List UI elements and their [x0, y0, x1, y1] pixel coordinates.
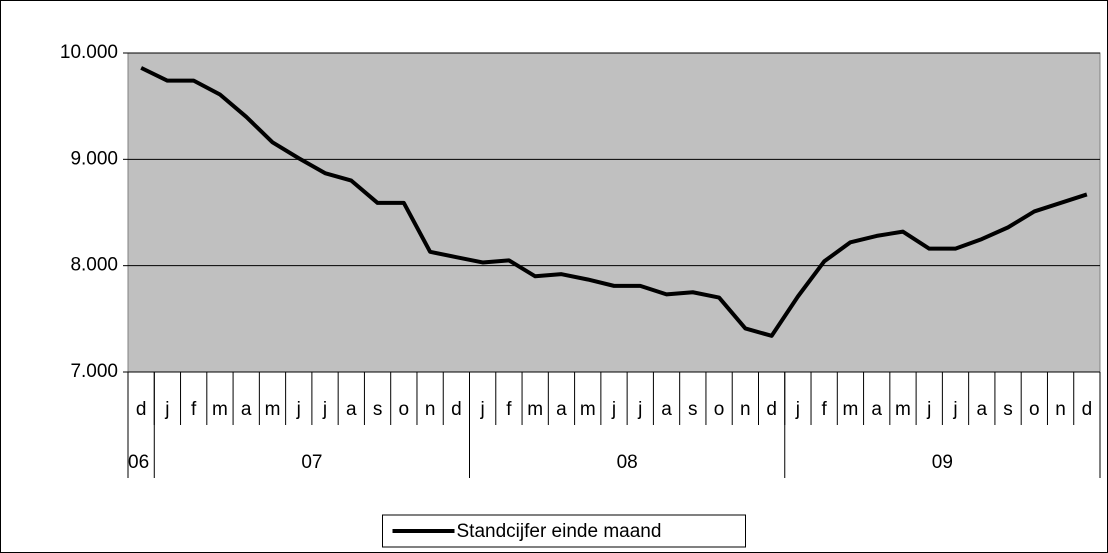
y-tick-label: 10.000 — [60, 42, 118, 63]
x-tick-label: n — [425, 399, 436, 420]
x-tick-label: j — [926, 399, 931, 420]
x-tick-label: m — [527, 399, 543, 420]
plot-area — [127, 52, 1101, 373]
x-tick-label: j — [637, 399, 642, 420]
x-tick-label: f — [506, 399, 512, 420]
x-tick-label: o — [399, 399, 410, 420]
y-tick-label: 9.000 — [70, 148, 118, 169]
x-tick-label: s — [1003, 399, 1013, 420]
x-tick-label: a — [871, 399, 882, 420]
x-tick-label: d — [1082, 399, 1093, 420]
x-tick-label: a — [976, 399, 987, 420]
x-tick-label: m — [212, 399, 228, 420]
x-tick-label: a — [661, 399, 672, 420]
x-tick-label: s — [373, 399, 383, 420]
x-tick-label: j — [164, 399, 169, 420]
x-tick-label: m — [843, 399, 859, 420]
x-tick-label: o — [714, 399, 725, 420]
x-tick-label: j — [296, 399, 301, 420]
group-label: 07 — [301, 452, 322, 473]
group-label: 09 — [932, 452, 953, 473]
y-tick-label: 8.000 — [70, 255, 118, 276]
x-tick-label: a — [346, 399, 357, 420]
x-tick-label: n — [740, 399, 751, 420]
x-tick-label: j — [322, 399, 327, 420]
x-tick-label: m — [895, 399, 911, 420]
x-tick-label: f — [191, 399, 197, 420]
y-tick-label: 7.000 — [70, 361, 118, 382]
x-tick-label: f — [822, 399, 828, 420]
line-series — [140, 66, 1088, 338]
x-tick-label: d — [766, 399, 777, 420]
x-tick-label: a — [241, 399, 252, 420]
x-tick-label: a — [556, 399, 567, 420]
x-tick-label: d — [451, 399, 462, 420]
x-tick-label: m — [580, 399, 596, 420]
x-tick-label: j — [952, 399, 957, 420]
group-label: 06 — [128, 452, 149, 473]
x-tick-label: s — [688, 399, 698, 420]
x-tick-label: j — [480, 399, 485, 420]
group-label: 08 — [617, 452, 638, 473]
x-tick-label: j — [611, 399, 616, 420]
x-tick-label: m — [265, 399, 281, 420]
x-tick-label: o — [1029, 399, 1040, 420]
x-tick-label: n — [1055, 399, 1066, 420]
legend-label: Standcijfer einde maand — [457, 521, 662, 542]
x-tick-label: d — [136, 399, 147, 420]
x-tick-label: j — [795, 399, 800, 420]
